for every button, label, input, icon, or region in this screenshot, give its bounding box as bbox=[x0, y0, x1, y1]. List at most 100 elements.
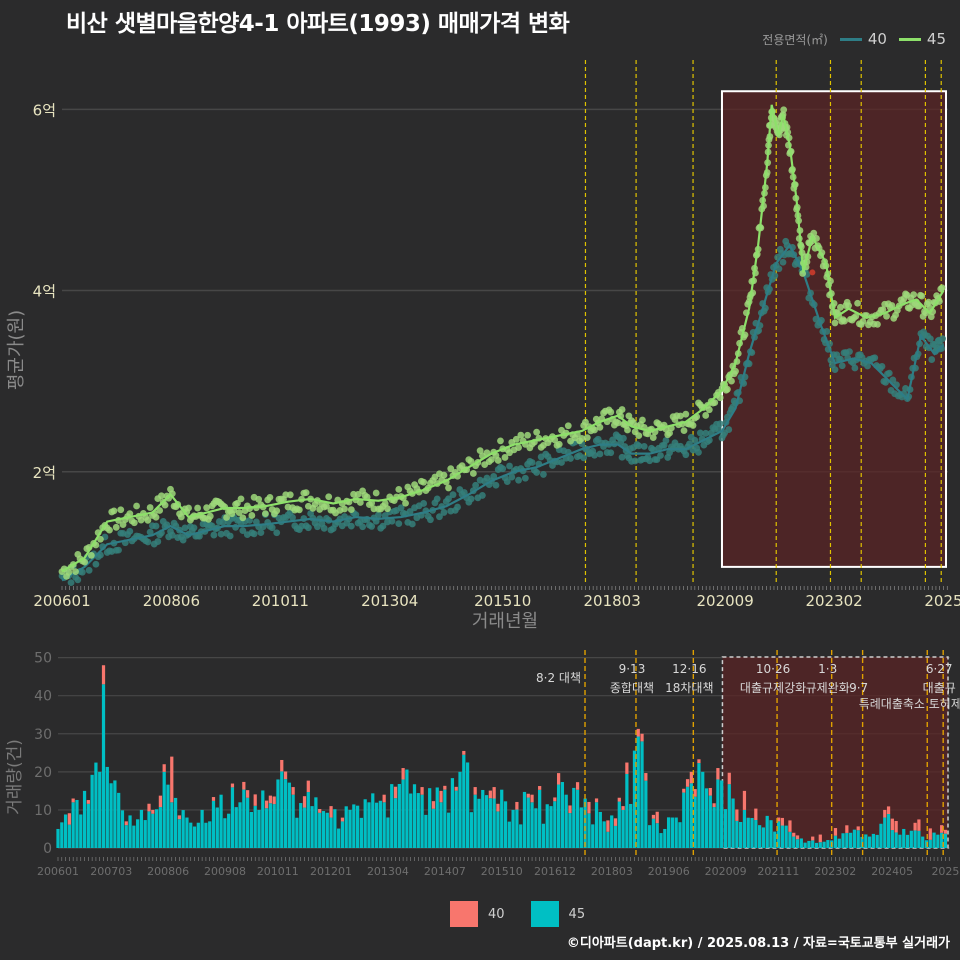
volume-bar-40 bbox=[617, 797, 621, 802]
price-point-40 bbox=[397, 504, 405, 512]
price-point-45 bbox=[223, 514, 230, 521]
price-point-45 bbox=[883, 312, 890, 320]
volume-bar-40 bbox=[268, 795, 272, 804]
price-point-45 bbox=[596, 423, 604, 431]
volume-bar-40 bbox=[613, 818, 618, 826]
volume-bar-40 bbox=[811, 836, 815, 841]
price-point-40 bbox=[115, 546, 122, 554]
volume-bar-45 bbox=[894, 832, 898, 848]
price-point-45 bbox=[146, 504, 154, 511]
volume-bar-45 bbox=[268, 803, 272, 848]
volume-bar-45 bbox=[610, 815, 614, 848]
volume-bar-40 bbox=[306, 780, 310, 793]
volume-bar-40 bbox=[818, 834, 822, 843]
price-point-40 bbox=[779, 258, 787, 266]
volume-bar-45 bbox=[101, 684, 106, 848]
volume-bar-40 bbox=[526, 793, 530, 798]
price-point-40 bbox=[467, 495, 475, 503]
policy-label-date: 1·3 bbox=[818, 662, 837, 676]
price-point-45 bbox=[879, 306, 887, 314]
volume-bar-45 bbox=[348, 809, 352, 848]
price-point-45 bbox=[161, 501, 169, 509]
volume-xtick-label: 201407 bbox=[424, 865, 466, 878]
price-point-40 bbox=[168, 531, 176, 539]
volume-bar-40 bbox=[655, 811, 659, 824]
price-point-40 bbox=[533, 469, 541, 476]
volume-highlight-box bbox=[721, 656, 949, 849]
volume-bar-45 bbox=[397, 783, 401, 848]
volume-ytick-label: 30 bbox=[34, 727, 52, 743]
legend-bottom-swatch-40 bbox=[450, 901, 478, 927]
volume-bar-45 bbox=[86, 803, 90, 848]
volume-xtick-label: 202009 bbox=[705, 865, 747, 878]
volume-bar-40 bbox=[636, 728, 640, 737]
price-point-45 bbox=[273, 507, 281, 515]
price-xaxis-label: 거래년월 bbox=[472, 611, 538, 632]
price-point-40 bbox=[831, 366, 839, 374]
price-point-40 bbox=[558, 459, 565, 466]
price-point-45 bbox=[614, 419, 622, 427]
price-ytick-label: 4억 bbox=[33, 283, 56, 301]
price-point-45 bbox=[262, 510, 269, 518]
volume-bar-45 bbox=[246, 797, 250, 848]
volume-bar-45 bbox=[886, 814, 891, 848]
price-point-45 bbox=[112, 523, 120, 531]
price-point-45 bbox=[680, 427, 688, 435]
price-point-40 bbox=[226, 532, 234, 540]
volume-bar-45 bbox=[223, 818, 227, 848]
volume-bar-45 bbox=[318, 812, 322, 848]
price-point-40 bbox=[939, 335, 946, 343]
volume-bar-45 bbox=[310, 806, 314, 848]
price-point-40 bbox=[528, 459, 536, 466]
volume-bar-45 bbox=[909, 830, 913, 848]
volume-bar-45 bbox=[147, 811, 151, 848]
price-point-40 bbox=[388, 517, 396, 525]
volume-bar-45 bbox=[678, 822, 682, 848]
volume-bar-45 bbox=[655, 823, 659, 848]
price-point-45 bbox=[372, 489, 380, 497]
volume-bar-45 bbox=[670, 817, 674, 848]
volume-bar-45 bbox=[519, 824, 523, 848]
volume-bar-45 bbox=[458, 771, 462, 848]
volume-bar-45 bbox=[405, 769, 409, 848]
volume-bar-45 bbox=[538, 789, 542, 848]
price-point-45 bbox=[918, 292, 926, 300]
price-point-45 bbox=[341, 505, 348, 513]
volume-bar-40 bbox=[158, 795, 163, 808]
volume-bar-45 bbox=[788, 831, 792, 848]
volume-bar-40 bbox=[530, 794, 534, 803]
price-point-45 bbox=[81, 558, 89, 566]
volume-ytick-label: 40 bbox=[34, 689, 52, 705]
price-point-45 bbox=[133, 502, 140, 510]
volume-bar-40 bbox=[792, 832, 796, 837]
price-point-40 bbox=[657, 452, 664, 459]
price-point-45 bbox=[515, 444, 522, 451]
volume-bar-45 bbox=[587, 813, 591, 848]
price-point-40 bbox=[928, 356, 936, 363]
volume-bar-45 bbox=[192, 826, 197, 848]
volume-bar-45 bbox=[648, 825, 652, 848]
volume-bar-45 bbox=[94, 762, 98, 848]
price-point-45 bbox=[682, 410, 690, 418]
volume-bar-40 bbox=[708, 787, 712, 796]
volume-bar-40 bbox=[568, 805, 572, 814]
price-point-45 bbox=[524, 431, 532, 439]
price-point-40 bbox=[92, 560, 100, 568]
footer-credit: ©디아파트(dapt.kr) / 2025.08.13 / 자료=국토교통부 실… bbox=[566, 936, 950, 951]
price-point-45 bbox=[494, 457, 502, 464]
volume-bar-40 bbox=[594, 798, 599, 803]
volume-bar-45 bbox=[651, 818, 656, 848]
price-point-45 bbox=[97, 535, 104, 543]
volume-bar-45 bbox=[412, 784, 417, 848]
price-point-40 bbox=[420, 500, 428, 507]
volume-bar-45 bbox=[249, 811, 254, 848]
price-point-45 bbox=[635, 432, 643, 440]
price-point-40 bbox=[406, 508, 414, 515]
volume-bar-45 bbox=[606, 831, 610, 848]
volume-bar-45 bbox=[371, 793, 375, 848]
price-point-40 bbox=[521, 474, 529, 482]
volume-bar-45 bbox=[287, 782, 291, 848]
volume-bar-45 bbox=[693, 796, 697, 848]
volume-bar-45 bbox=[314, 797, 318, 848]
volume-bar-45 bbox=[465, 762, 470, 848]
